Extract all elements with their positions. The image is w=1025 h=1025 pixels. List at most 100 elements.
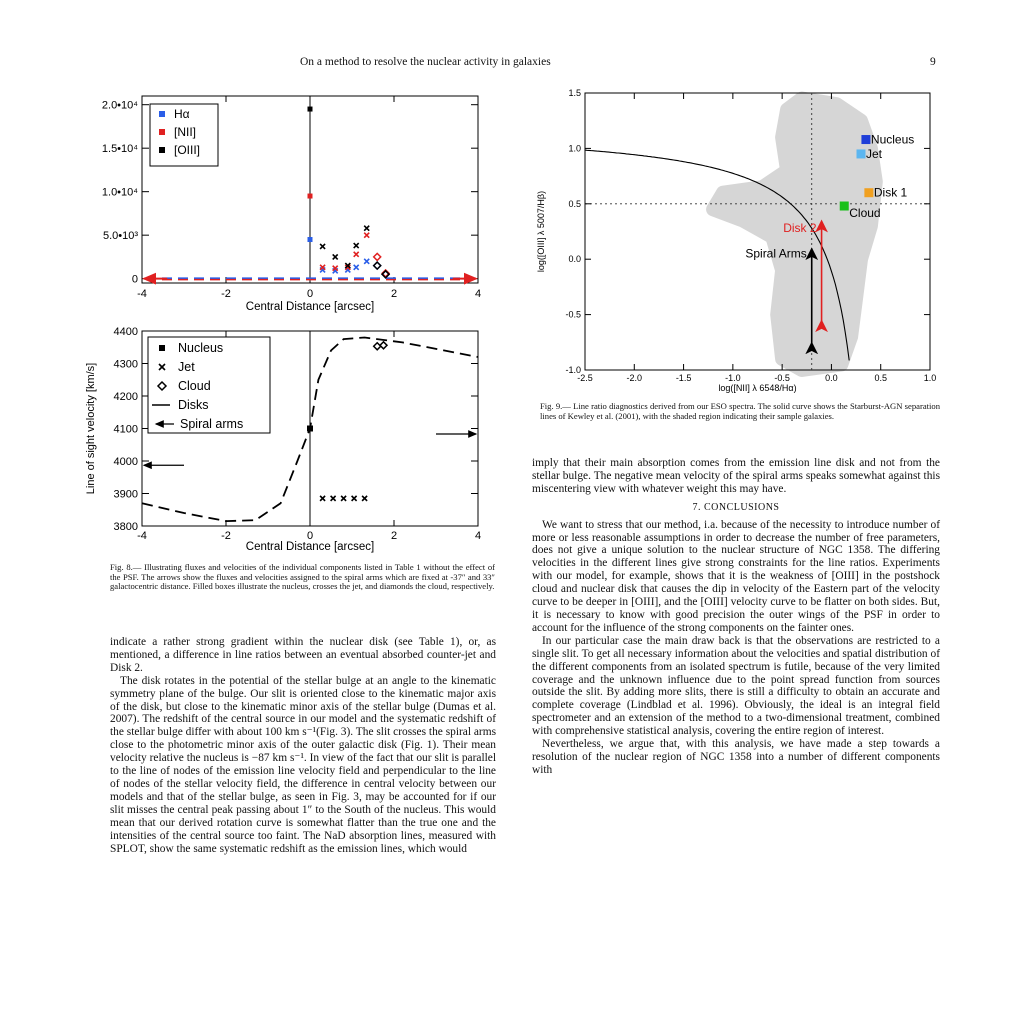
point-disk-1 bbox=[864, 188, 874, 198]
legend-label: Jet bbox=[178, 360, 195, 374]
x-tick-label: 0 bbox=[307, 288, 313, 300]
y-tick-label: 0.0 bbox=[568, 254, 581, 264]
line-ratio-chart: -2.5 -2.0 -1.5 -1.0 -0.5 0.0 0.5 1.0 -1.0 -0.5 0.0… bbox=[536, 88, 937, 393]
arrow-label: Disk 2 bbox=[783, 221, 817, 235]
nucleus-point bbox=[307, 193, 313, 199]
x-axis-label: Central Distance [arcsec] bbox=[246, 541, 374, 553]
jet-point bbox=[361, 495, 368, 502]
jet-point bbox=[344, 262, 351, 269]
y-tick-label: 1.5 bbox=[568, 88, 581, 98]
jet-point bbox=[319, 243, 326, 250]
legend-swatch bbox=[159, 129, 165, 135]
y-tick-label: -0.5 bbox=[565, 310, 581, 320]
x-tick-label: 2 bbox=[391, 288, 397, 300]
point-nucleus bbox=[861, 135, 871, 145]
y-tick-label: 1.5•10⁴ bbox=[102, 143, 138, 155]
jet-point bbox=[363, 225, 370, 232]
y-tick-label: 4300 bbox=[114, 359, 138, 371]
disk-velocity-curve bbox=[141, 336, 479, 523]
section-heading: 7. CONCLUSIONS bbox=[692, 501, 780, 513]
x-tick-label: 0.5 bbox=[874, 373, 887, 383]
y-tick-label: 3800 bbox=[114, 521, 138, 533]
y-tick-label: 4400 bbox=[114, 326, 138, 338]
x-tick-label: 1.0 bbox=[924, 373, 937, 383]
legend-label: Disks bbox=[178, 398, 209, 412]
jet-point bbox=[332, 265, 339, 272]
x-tick-label: -2 bbox=[221, 288, 231, 300]
legend-marker bbox=[158, 363, 166, 371]
x-tick-label: -4 bbox=[137, 288, 147, 300]
jet-point bbox=[330, 495, 337, 502]
cloud-point bbox=[378, 340, 389, 350]
x-tick-label: 4 bbox=[475, 530, 481, 542]
x-tick-label: -4 bbox=[137, 530, 147, 542]
point-label: Jet bbox=[866, 147, 883, 161]
y-tick-label: 2.0•10⁴ bbox=[102, 100, 138, 112]
cloud-point bbox=[372, 261, 382, 271]
point-jet bbox=[856, 149, 866, 159]
paragraph: imply that their main absorption comes f… bbox=[532, 457, 940, 495]
cloud-point bbox=[372, 252, 382, 262]
paragraph: In our particular case the main draw bac… bbox=[532, 634, 940, 738]
legend-label: Spiral arms bbox=[180, 417, 243, 431]
y-tick-label: 1.0 bbox=[568, 143, 581, 153]
jet-point bbox=[344, 264, 351, 271]
point-label: Nucleus bbox=[871, 133, 914, 147]
paragraph: Nevertheless, we argue that, with this a… bbox=[532, 738, 940, 776]
y-tick-label: -1.0 bbox=[565, 365, 581, 375]
y-tick-label: 1.0•10⁴ bbox=[102, 187, 138, 199]
figure9-caption: Fig. 9.— Line ratio diagnostics derived … bbox=[540, 401, 940, 421]
nucleus-point bbox=[307, 237, 313, 243]
legend-marker bbox=[156, 380, 168, 392]
x-tick-label: -0.5 bbox=[774, 373, 790, 383]
paragraph: The disk rotates in the potential of the… bbox=[110, 674, 496, 855]
jet-point bbox=[351, 495, 358, 502]
jet-point bbox=[363, 232, 370, 239]
legend-label: Hα bbox=[174, 107, 190, 121]
right-column-text: imply that their main absorption comes f… bbox=[532, 457, 940, 777]
point-label: Cloud bbox=[849, 206, 880, 220]
y-tick-label: 5.0•10³ bbox=[103, 230, 138, 242]
page-number: 9 bbox=[930, 56, 936, 68]
paragraph: We want to stress that our method, i.a. … bbox=[532, 518, 940, 634]
legend-label: Cloud bbox=[178, 379, 211, 393]
legend-label: Nucleus bbox=[178, 341, 223, 355]
x-tick-label: -2.5 bbox=[577, 373, 593, 383]
arrow-label: Spiral Arms bbox=[745, 247, 806, 261]
legend-swatch bbox=[159, 111, 165, 117]
figure8-caption: Fig. 8.— Illustrating fluxes and velocit… bbox=[110, 562, 495, 592]
jet-point bbox=[319, 495, 326, 502]
sample-galaxy-region bbox=[706, 91, 883, 377]
kewley-separation-curve bbox=[584, 149, 850, 361]
jet-point bbox=[353, 251, 360, 258]
y-tick-label: 3900 bbox=[114, 489, 138, 501]
y-axis-label: log([OIII] λ 5007/Hβ) bbox=[536, 191, 546, 272]
x-tick-label: 0.0 bbox=[825, 373, 838, 383]
x-tick-label: -2 bbox=[221, 530, 231, 542]
x-tick-label: 2 bbox=[391, 530, 397, 542]
y-tick-label: 0.5 bbox=[568, 199, 581, 209]
y-axis-label: Line of sight velocity [km/s] bbox=[85, 363, 97, 494]
fluxes-chart: -4 -2 0 2 4 0 5.0•10³ 1.0•10⁴ 1.5•10⁴ 2.0•10⁴ Cent… bbox=[102, 95, 481, 313]
velocity-chart: -4 -2 0 2 4 3800 3900 4000 4100 4200 4300 4400 Centr… bbox=[85, 326, 481, 553]
left-column-text: indicate a rather strong gradient within… bbox=[110, 636, 496, 855]
point-cloud bbox=[839, 201, 849, 211]
x-tick-label: -2.0 bbox=[627, 373, 643, 383]
plot-frame bbox=[584, 92, 931, 371]
y-tick-label: 4200 bbox=[114, 391, 138, 403]
jet-point bbox=[353, 264, 360, 271]
jet-point bbox=[363, 258, 370, 265]
point-label: Disk 1 bbox=[874, 186, 908, 200]
legend-box bbox=[147, 336, 271, 434]
running-title: On a method to resolve the nuclear activ… bbox=[300, 56, 551, 68]
running-header: On a method to resolve the nuclear activ… bbox=[0, 56, 1025, 72]
legend-label: [NII] bbox=[174, 125, 196, 139]
jet-point bbox=[319, 264, 326, 271]
jet-point bbox=[332, 253, 339, 260]
legend-label: [OIII] bbox=[174, 143, 200, 157]
x-axis-label: Central Distance [arcsec] bbox=[246, 301, 374, 313]
legend-swatch bbox=[159, 147, 165, 153]
cloud-point bbox=[381, 269, 391, 279]
x-tick-label: 0 bbox=[307, 530, 313, 542]
x-axis-label: log([NII] λ 6548/Hα) bbox=[718, 383, 796, 393]
